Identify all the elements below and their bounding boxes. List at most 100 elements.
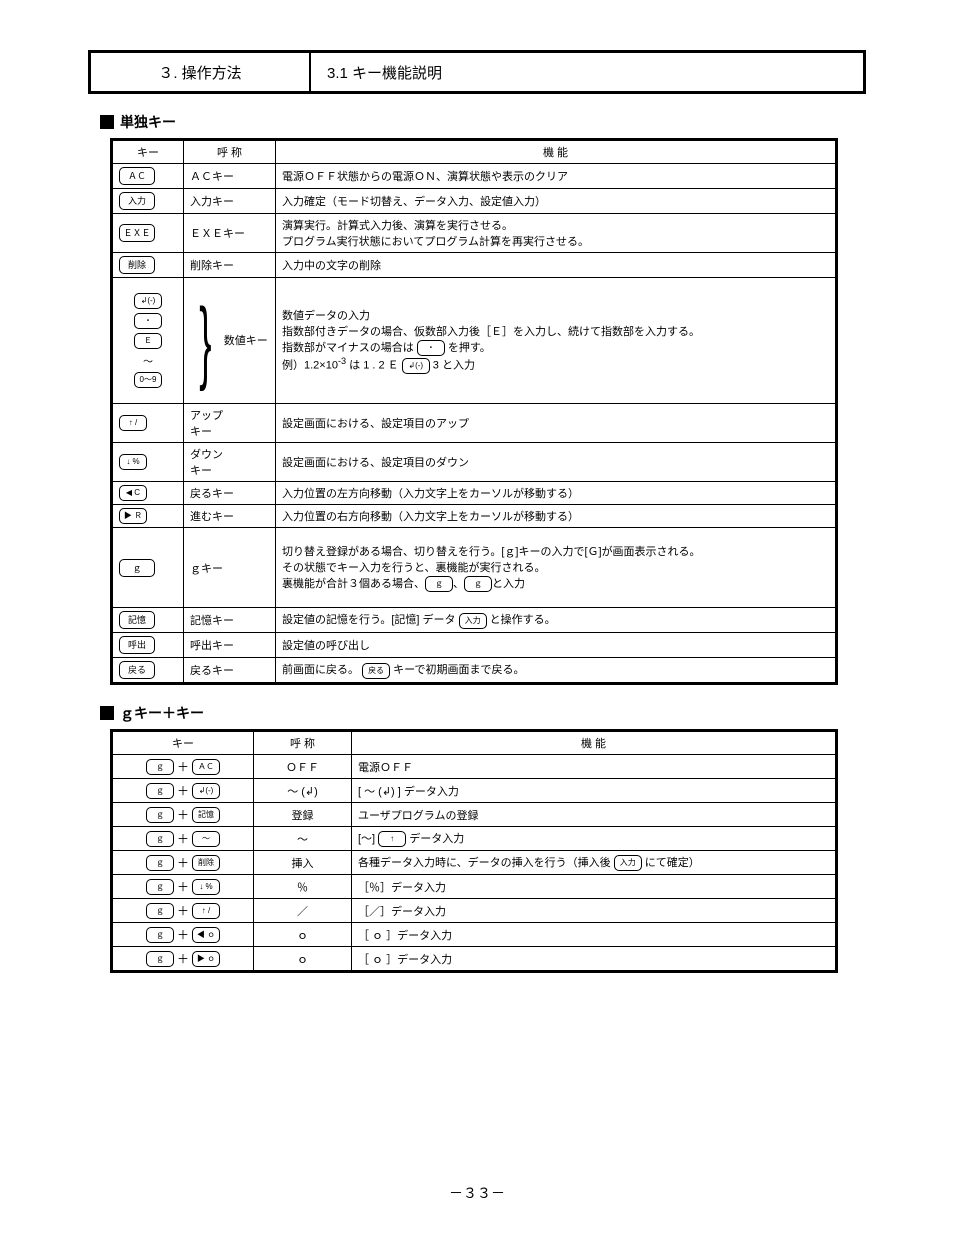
key-del2: 削除 xyxy=(192,855,220,871)
table-row: ｇ＋▶ ｏ ｏ ［ ｏ ］データ入力 xyxy=(112,947,837,972)
plus-icon: ＋ xyxy=(174,782,192,799)
key-back-inline: 戻る xyxy=(362,663,390,679)
g2-name-8: ｏ xyxy=(254,947,352,972)
key-up-inline: ↑ xyxy=(378,831,406,847)
key-dot-inline: ・ xyxy=(417,340,445,356)
key-neg-inline: ↲(-) xyxy=(402,358,430,374)
key-g2: ｇ xyxy=(146,783,174,799)
name-recall: 呼出キー xyxy=(184,633,276,658)
table-row: 戻る 戻るキー 前画面に戻る。 戻る キーで初期画面まで戻る。 xyxy=(112,658,837,684)
g2-func-1: [ 〜 (↲) ] データ入力 xyxy=(352,779,837,803)
g2-func-2: ユーザプログラムの登録 xyxy=(352,803,837,827)
table-row: ｇ＋ＡＣ ＯＦＦ 電源ＯＦＦ xyxy=(112,755,837,779)
table-row: ＡＣ ＡＣキー 電源ＯＦＦ状態からの電源ＯＮ、演算状態や表示のクリア xyxy=(112,164,837,189)
section-title-1: 単独キー xyxy=(100,112,866,132)
func-back: 前画面に戻る。 戻る キーで初期画面まで戻る。 xyxy=(276,658,837,684)
name-g: ｇキー xyxy=(184,528,276,608)
key-tilde2: 〜 xyxy=(192,831,220,847)
col2-key: キー xyxy=(112,731,254,755)
table-row: ｇ＋削除 挿入 各種データ入力時に、データの挿入を行う（挿入後 入力 にて確定） xyxy=(112,851,837,875)
table-row: 記憶 記憶キー 設定値の記憶を行う。[記憶] データ 入力 と操作する。 xyxy=(112,608,837,633)
g2-name-2: 登録 xyxy=(254,803,352,827)
g2-func-0: 電源ＯＦＦ xyxy=(352,755,837,779)
g2-name-6: ／ xyxy=(254,899,352,923)
plus-icon: ＋ xyxy=(174,878,192,895)
key-neg2: ↲(-) xyxy=(192,783,220,799)
table-row: 入力 入力キー 入力確定（モード切替え、データ入力、設定値入力） xyxy=(112,189,837,214)
plus-icon: ＋ xyxy=(174,806,192,823)
name-del: 削除キー xyxy=(184,253,276,278)
table-row: ｇ＋〜 〜 [〜] ↑ データ入力 xyxy=(112,827,837,851)
col2-name: 呼 称 xyxy=(254,731,352,755)
key-exe: ＥＸＥ xyxy=(119,224,155,242)
table-row-numeric: ↲(-) ・ Ｅ 〜 0〜9 } 数値キー 数値データの入力 指数部付きデータの… xyxy=(112,278,837,404)
plus-icon: ＋ xyxy=(174,830,192,847)
table-row: ↓ % ダウン キー 設定画面における、設定項目のダウン xyxy=(112,443,837,482)
func-recall: 設定値の呼び出し xyxy=(276,633,837,658)
section1-label: 単独キー xyxy=(120,112,176,132)
key-g-inline1: ｇ xyxy=(425,576,453,592)
table-header-row: キー 呼 称 機 能 xyxy=(112,140,837,164)
key-ac: ＡＣ xyxy=(119,167,155,185)
g2-func-6: ［／］データ入力 xyxy=(352,899,837,923)
table-row: ｇ＋↓ % ％ ［％］データ入力 xyxy=(112,875,837,899)
table-row: ｇ ｇキー 切り替え登録がある場合、切り替えを行う。[ｇ]キーの入力で[Ｇ]が画… xyxy=(112,528,837,608)
key-input-inline: 入力 xyxy=(459,613,487,629)
name-up: アップ キー xyxy=(184,404,276,443)
col-key: キー xyxy=(112,140,184,164)
key-down: ↓ % xyxy=(119,454,147,470)
table-row: ｇ＋↑ / ／ ［／］データ入力 xyxy=(112,899,837,923)
g2-name-4: 挿入 xyxy=(254,851,352,875)
header-title: 3.1 キー機能説明 xyxy=(311,53,863,91)
key-mem: 記憶 xyxy=(119,611,155,629)
g2-func-7: ［ ｏ ］データ入力 xyxy=(352,923,837,947)
single-key-table: キー 呼 称 機 能 ＡＣ ＡＣキー 電源ＯＦＦ状態からの電源ＯＮ、演算状態や表… xyxy=(110,138,838,685)
key-e: Ｅ xyxy=(134,333,162,349)
g2-func-5: ［％］データ入力 xyxy=(352,875,837,899)
table-row: ｇ＋↲(-) 〜 (↲) [ 〜 (↲) ] データ入力 xyxy=(112,779,837,803)
key-back: 戻る xyxy=(119,661,155,679)
key-g2: ｇ xyxy=(146,903,174,919)
func-ac: 電源ＯＦＦ状態からの電源ＯＮ、演算状態や表示のクリア xyxy=(276,164,837,189)
func-del: 入力中の文字の削除 xyxy=(276,253,837,278)
key-down2: ↓ % xyxy=(192,879,220,895)
square-bullet-icon xyxy=(100,706,114,720)
key-left: ◀ C xyxy=(119,485,147,501)
key-up2: ↑ / xyxy=(192,903,220,919)
plus-icon: ＋ xyxy=(174,926,192,943)
key-digits: 0〜9 xyxy=(134,372,162,388)
table-row: ＥＸＥ ＥＸＥキー 演算実行。計算式入力後、演算を実行させる。 プログラム実行状… xyxy=(112,214,837,253)
plus-icon: ＋ xyxy=(174,902,192,919)
table-row: ｇ＋記憶 登録 ユーザプログラムの登録 xyxy=(112,803,837,827)
func-up: 設定画面における、設定項目のアップ xyxy=(276,404,837,443)
square-bullet-icon xyxy=(100,115,114,129)
name-mem: 記憶キー xyxy=(184,608,276,633)
plus-icon: ＋ xyxy=(174,950,192,967)
brace-icon: } xyxy=(199,295,211,387)
g2-func-8: ［ ｏ ］データ入力 xyxy=(352,947,837,972)
key-up: ↑ / xyxy=(119,415,147,431)
key-mem2: 記憶 xyxy=(192,807,220,823)
g2-name-7: ｏ xyxy=(254,923,352,947)
key-g2: ｇ xyxy=(146,855,174,871)
key-g-inline2: ｇ xyxy=(464,576,492,592)
plus-icon: ＋ xyxy=(174,854,192,871)
table-row: ▶ Ｒ 進むキー 入力位置の右方向移動（入力文字上をカーソルが移動する） xyxy=(112,505,837,528)
name-right: 進むキー xyxy=(184,505,276,528)
func-left: 入力位置の左方向移動（入力文字上をカーソルが移動する） xyxy=(276,482,837,505)
doc-header: ３. 操作方法 3.1 キー機能説明 xyxy=(88,50,866,94)
key-recall: 呼出 xyxy=(119,636,155,654)
func-exe: 演算実行。計算式入力後、演算を実行させる。 プログラム実行状態においてプログラム… xyxy=(276,214,837,253)
key-left2: ◀ ｏ xyxy=(192,927,220,943)
col-func: 機 能 xyxy=(276,140,837,164)
plus-icon: ＋ xyxy=(174,758,192,775)
func-enter: 入力確定（モード切替え、データ入力、設定値入力） xyxy=(276,189,837,214)
tilde-icon: 〜 xyxy=(143,353,153,368)
func-g: 切り替え登録がある場合、切り替えを行う。[ｇ]キーの入力で[Ｇ]が画面表示される… xyxy=(276,528,837,608)
key-neg: ↲(-) xyxy=(134,293,162,309)
header-section: ３. 操作方法 xyxy=(91,53,311,91)
g2-name-5: ％ xyxy=(254,875,352,899)
key-g: ｇ xyxy=(119,559,155,577)
table-header-row: キー 呼 称 機 能 xyxy=(112,731,837,755)
key-right2: ▶ ｏ xyxy=(192,951,220,967)
